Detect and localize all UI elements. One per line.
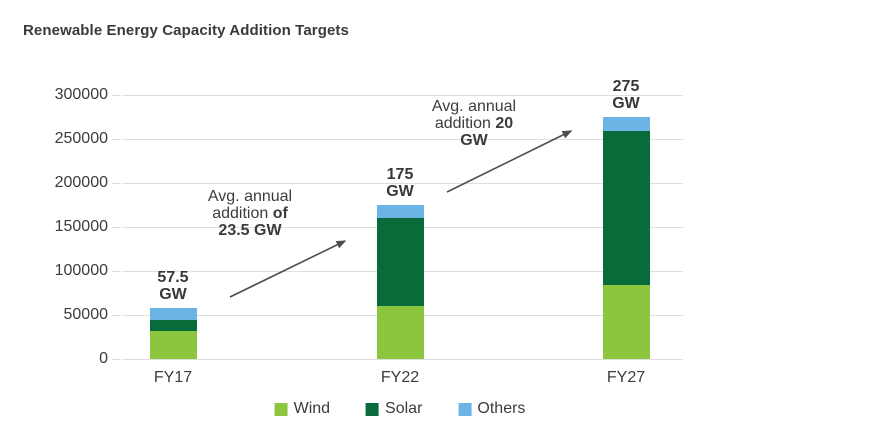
chart-title: Renewable Energy Capacity Addition Targe…: [23, 22, 349, 39]
bar-fy27-segment-wind: [602, 285, 650, 359]
annotation-2: Avg. annual addition 20 GW: [431, 98, 517, 149]
growth-arrow-1: [229, 240, 347, 298]
legend-label-wind: Wind: [293, 400, 331, 417]
bar-fy17-segment-wind: [149, 330, 197, 359]
bar-fy27-segment-solar: [602, 131, 650, 286]
y-axis-label-0: 0: [99, 350, 108, 367]
legend-item-others: Others: [458, 400, 525, 418]
bar-fy22-segment-wind: [376, 306, 424, 359]
x-axis-label-fy27: FY27: [606, 369, 646, 386]
bar-fy27-total-label: 275 GW: [612, 78, 640, 112]
gridline-200000: [123, 182, 683, 184]
legend-item-solar: Solar: [366, 400, 422, 418]
x-axis-label-fy17: FY17: [153, 369, 193, 386]
y-tick-100000: [112, 270, 121, 272]
bar-fy22-segment-solar: [376, 218, 424, 307]
y-axis-label-50000: 50000: [63, 306, 109, 323]
y-axis-label-100000: 100000: [54, 262, 108, 279]
gridline-300000: [123, 94, 683, 96]
bar-fy22-segment-others: [376, 205, 424, 219]
y-tick-200000: [112, 182, 121, 184]
legend-swatch-wind: [274, 402, 288, 416]
legend-swatch-others: [458, 402, 472, 416]
y-tick-0: [112, 358, 121, 360]
legend-item-wind: Wind: [274, 400, 331, 418]
legend-label-others: Others: [477, 400, 526, 417]
y-tick-300000: [112, 94, 121, 96]
legend-label-solar: Solar: [385, 400, 423, 417]
y-tick-150000: [112, 226, 121, 228]
chart-legend: Wind Solar Others: [274, 400, 525, 418]
y-axis-label-150000: 150000: [54, 218, 108, 235]
bar-fy17-segment-solar: [149, 319, 197, 331]
y-tick-50000: [112, 314, 121, 316]
y-axis-label-300000: 300000: [54, 86, 108, 103]
gridline-250000: [123, 138, 683, 140]
y-axis-label-200000: 200000: [54, 174, 108, 191]
bar-fy17-total-label: 57.5 GW: [157, 269, 189, 304]
x-axis-label-fy22: FY22: [380, 369, 420, 386]
y-tick-250000: [112, 138, 121, 140]
annotation-1: Avg. annual addition of 23.5 GW: [207, 188, 293, 239]
legend-swatch-solar: [366, 402, 380, 416]
gridline-0: [123, 358, 683, 360]
y-axis-label-250000: 250000: [54, 130, 108, 147]
bar-fy17-segment-others: [149, 308, 197, 320]
bar-fy27-segment-others: [602, 117, 650, 132]
bar-fy22-total-label: 175 GW: [386, 166, 414, 200]
